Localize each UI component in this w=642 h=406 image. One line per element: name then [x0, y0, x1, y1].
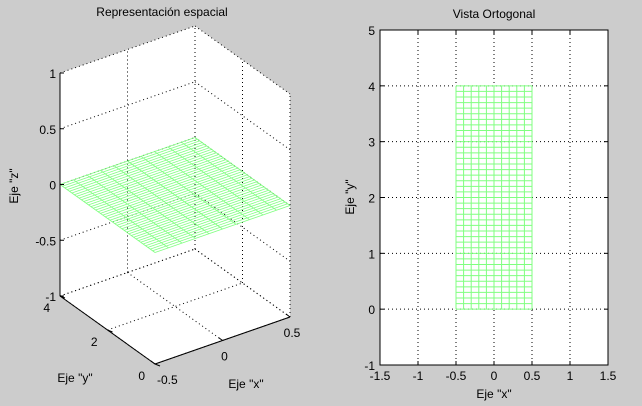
mesh-line — [152, 203, 288, 252]
floor — [60, 249, 290, 364]
y-tick-label: 5 — [368, 24, 375, 38]
mesh-line — [97, 164, 234, 213]
mesh-line — [71, 145, 208, 194]
right-xlabel: Eje "x" — [476, 387, 511, 401]
3d-axes: Representación espacial Eje "x" Eje "y" … — [7, 5, 301, 391]
mesh-line — [119, 179, 255, 228]
y-tick-label: 1 — [368, 247, 375, 261]
z-tick-label: -0.5 — [35, 234, 56, 248]
mesh-line — [78, 150, 215, 199]
mesh-line — [147, 200, 284, 248]
mesh-line — [154, 205, 291, 253]
mesh-line — [121, 181, 257, 230]
x-tick-label: 1 — [567, 369, 574, 383]
mesh-line — [138, 193, 274, 241]
mesh-line — [88, 157, 224, 206]
mesh-line — [123, 183, 260, 231]
mesh — [455, 85, 533, 310]
mesh-line — [140, 194, 276, 243]
mesh-line — [131, 188, 267, 236]
z-tick-label: 0 — [49, 179, 56, 193]
mesh-line — [104, 169, 241, 218]
y-tick — [154, 363, 161, 367]
z-tick-label: 0.5 — [39, 123, 56, 137]
surface-mesh — [59, 137, 291, 253]
mesh-line — [74, 147, 210, 196]
left-ylabel: Eje "y" — [57, 371, 92, 385]
mesh-line — [133, 189, 269, 238]
y-tick-label: 0 — [138, 369, 145, 383]
right-title: Vista Ortogonal — [453, 7, 536, 21]
y-tick-label: 2 — [368, 192, 375, 206]
x-tick — [218, 337, 223, 341]
mesh-line — [107, 171, 243, 219]
x-tick-label: 0.5 — [284, 326, 301, 340]
x-tick — [285, 313, 291, 318]
mesh-line — [90, 159, 227, 207]
mesh-line — [62, 138, 198, 187]
y-tick-label: 4 — [368, 80, 375, 94]
x-tick — [150, 360, 156, 365]
y-tick-label: -1 — [364, 359, 375, 373]
mesh-line — [64, 140, 200, 189]
x-tick-label: 1.5 — [600, 369, 617, 383]
left-zlabel: Eje "z" — [7, 168, 21, 203]
2d-axes: Vista Ortogonal Eje "x" Eje "y" -1.5 -1 -0… — [343, 7, 617, 401]
mesh-line — [102, 167, 238, 216]
y-tick-label: 0 — [368, 303, 375, 317]
mesh-line — [116, 177, 253, 226]
y-tick — [59, 295, 66, 299]
mesh-line — [135, 191, 272, 240]
mesh-line — [81, 152, 217, 201]
y-tick — [107, 329, 113, 333]
mesh-line — [145, 198, 281, 247]
x-tick-label: -1.5 — [370, 369, 391, 383]
z-tick-label: -1 — [45, 290, 56, 304]
mesh-line — [100, 166, 236, 214]
left-xlabel: Eje "x" — [228, 377, 263, 391]
x-tick-label: 0.5 — [524, 369, 541, 383]
mesh-line — [109, 172, 246, 221]
mesh-line — [112, 174, 248, 223]
left-title: Representación espacial — [96, 5, 227, 19]
mesh-line — [114, 176, 250, 224]
x-tick-label: -1 — [413, 369, 424, 383]
mesh-line — [93, 160, 229, 209]
mesh-line — [83, 154, 219, 202]
y-tick-label: 4 — [43, 301, 50, 315]
y-tick-label: 2 — [91, 335, 98, 349]
x-tick-label: -0.5 — [446, 369, 467, 383]
z-tick-label: 1 — [49, 67, 56, 81]
mesh-line — [128, 186, 265, 235]
mesh-line — [66, 142, 203, 190]
mesh-line — [142, 196, 279, 245]
mesh-line — [85, 155, 222, 204]
x-tick-label: 0 — [491, 369, 498, 383]
mesh-line — [59, 137, 196, 185]
y-tick-label: 3 — [368, 136, 375, 150]
mesh-line — [126, 184, 262, 233]
mesh-line — [76, 149, 212, 197]
x-tick-label: 0 — [221, 350, 228, 364]
mesh-line — [150, 201, 286, 250]
mesh-line — [69, 143, 205, 192]
right-ylabel: Eje "y" — [343, 179, 357, 214]
mesh-line — [95, 162, 231, 211]
x-tick-label: -0.5 — [157, 373, 178, 387]
